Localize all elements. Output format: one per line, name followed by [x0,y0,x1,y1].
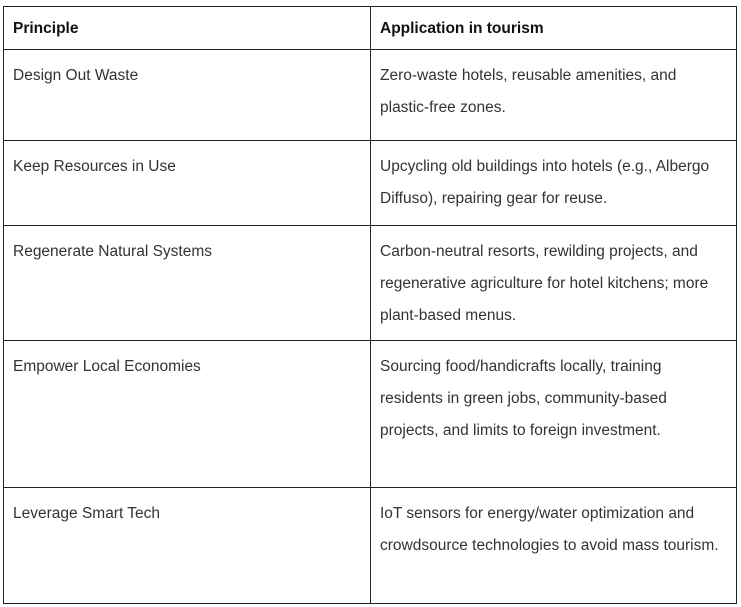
application-cell: IoT sensors for energy/water optimizatio… [370,487,737,604]
header-application: Application in tourism [370,6,737,50]
application-cell: Sourcing food/handicrafts locally, train… [370,340,737,488]
principles-table: Principle Application in tourism Design … [3,6,737,604]
principle-cell: Leverage Smart Tech [3,487,371,604]
application-cell: Carbon-neutral resorts, rewilding projec… [370,225,737,341]
principle-cell: Empower Local Economies [3,340,371,488]
principle-cell: Keep Resources in Use [3,140,371,226]
application-cell: Upcycling old buildings into hotels (e.g… [370,140,737,226]
principle-cell: Regenerate Natural Systems [3,225,371,341]
application-cell: Zero-waste hotels, reusable amenities, a… [370,49,737,141]
principle-cell: Design Out Waste [3,49,371,141]
table-row: Leverage Smart Tech IoT sensors for ener… [3,487,737,604]
header-principle: Principle [3,6,371,50]
table-row: Regenerate Natural Systems Carbon-neutra… [3,225,737,341]
table-row: Design Out Waste Zero-waste hotels, reus… [3,49,737,141]
table-row: Keep Resources in Use Upcycling old buil… [3,140,737,226]
header-row: Principle Application in tourism [3,6,737,50]
table-row: Empower Local Economies Sourcing food/ha… [3,340,737,488]
